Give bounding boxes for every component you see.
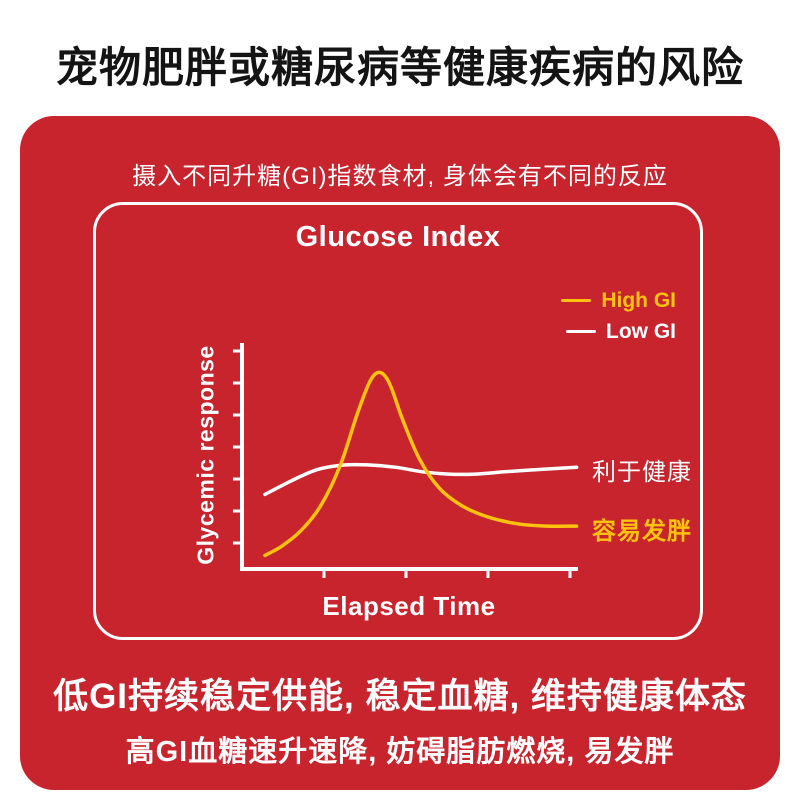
- chart-title: Glucose Index: [295, 221, 501, 253]
- footer-benefit-text: 低GI持续稳定供能, 稳定血糖, 维持健康体态: [53, 677, 747, 716]
- annotation-fattening: 容易发胖: [592, 518, 692, 545]
- low-gi-curve: [263, 462, 579, 497]
- legend-label-high-gi: High GI: [601, 289, 676, 312]
- high-gi-curve: [263, 370, 579, 558]
- chart-legend: High GI Low GI: [561, 289, 676, 343]
- annotation-healthy: 利于健康: [592, 459, 692, 486]
- info-card: 摄入不同升糖(GI)指数食材, 身体会有不同的反应 Glucose Index …: [20, 116, 780, 790]
- glucose-index-chart: [233, 343, 579, 578]
- high-gi-line-swatch: [561, 299, 592, 303]
- legend-item-low-gi: Low GI: [566, 320, 676, 343]
- card-subtitle: 摄入不同升糖(GI)指数食材, 身体会有不同的反应: [132, 163, 668, 190]
- legend-item-high-gi: High GI: [561, 289, 676, 312]
- x-axis-label: Elapsed Time: [322, 591, 496, 621]
- low-gi-line-swatch: [566, 330, 596, 334]
- y-axis-label: Glycemic response: [192, 345, 219, 565]
- legend-label-low-gi: Low GI: [606, 320, 676, 344]
- page-title: 宠物肥胖或糖尿病等健康疾病的风险: [55, 44, 744, 91]
- chart-panel: Glucose Index High GI Low GI Glycemic re…: [93, 202, 703, 640]
- footer-warning-text: 高GI血糖速升速降, 妨碍脂肪燃烧, 易发胖: [125, 736, 675, 768]
